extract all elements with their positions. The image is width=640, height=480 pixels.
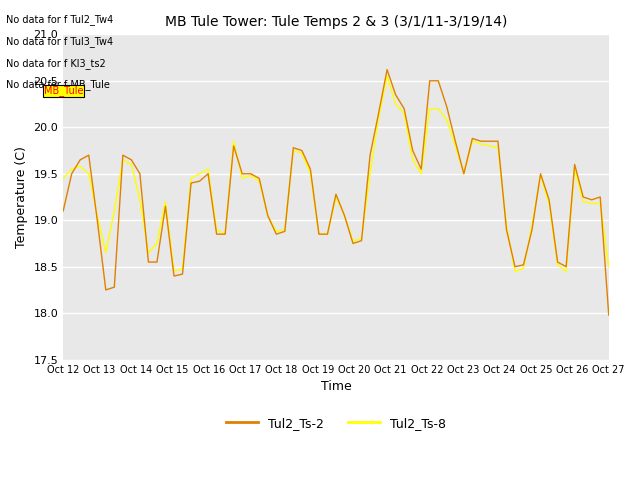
Text: No data for f Kl3_ts2: No data for f Kl3_ts2	[6, 58, 106, 69]
Title: MB Tule Tower: Tule Temps 2 & 3 (3/1/11-3/19/14): MB Tule Tower: Tule Temps 2 & 3 (3/1/11-…	[164, 15, 507, 29]
Y-axis label: Temperature (C): Temperature (C)	[15, 146, 28, 248]
Text: No data for f Tul2_Tw4: No data for f Tul2_Tw4	[6, 14, 114, 25]
X-axis label: Time: Time	[321, 380, 351, 393]
Legend: Tul2_Ts-2, Tul2_Ts-8: Tul2_Ts-2, Tul2_Ts-8	[221, 412, 451, 435]
Text: No data for f Tul3_Tw4: No data for f Tul3_Tw4	[6, 36, 113, 47]
Text: No data for f MB_Tule: No data for f MB_Tule	[6, 79, 110, 90]
Text: MB_Tule: MB_Tule	[44, 85, 83, 96]
